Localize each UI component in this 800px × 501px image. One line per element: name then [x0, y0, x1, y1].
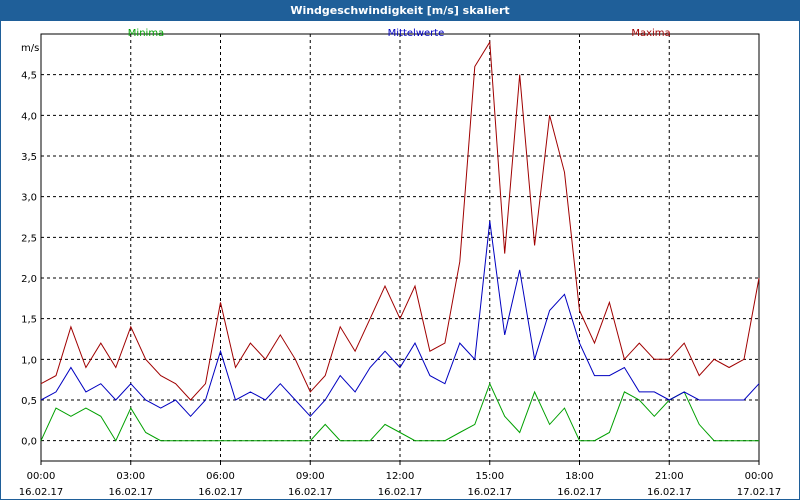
x-tick-time: 12:00 — [386, 471, 415, 482]
y-tick-label: 0,0 — [21, 437, 37, 448]
y-tick-label: 1,5 — [21, 315, 37, 326]
x-tick-time: 21:00 — [655, 471, 684, 482]
x-tick-date: 16.02.17 — [198, 487, 243, 498]
x-tick-date: 16.02.17 — [108, 487, 153, 498]
legend-item-mittelwerte: Mittelwerte — [388, 28, 445, 39]
legend-item-minima: Minima — [128, 28, 164, 39]
legend: Minima Mittelwerte Maxima — [128, 28, 671, 39]
x-tick-date: 17.02.17 — [737, 487, 782, 498]
x-tick-date: 16.02.17 — [467, 487, 512, 498]
x-tick-date: 16.02.17 — [557, 487, 602, 498]
y-tick-label: 4,0 — [21, 111, 37, 122]
y-tick-label: 4,5 — [21, 71, 37, 82]
x-tick-time: 18:00 — [565, 471, 594, 482]
series-line-mittelwerte — [40, 221, 760, 418]
x-tick-date: 16.02.17 — [647, 487, 692, 498]
grid-lines — [41, 34, 759, 461]
x-tick-labels: 00:00 16.02.17 03:00 16.02.17 06:00 16.02.17 0… — [19, 461, 782, 498]
y-tick-labels: 0,0 0,5 1,0 1,5 2,0 2,5 3,0 3,5 4,0 4,5 — [21, 71, 37, 448]
y-tick-label: 3,5 — [21, 152, 37, 163]
x-tick-date: 16.02.17 — [288, 487, 333, 498]
x-tick-time: 00:00 — [27, 471, 56, 482]
y-tick-label: 1,0 — [21, 355, 37, 366]
x-tick-time: 00:00 — [745, 471, 774, 482]
y-axis-label: m/s — [21, 43, 39, 54]
x-tick-time: 03:00 — [116, 471, 145, 482]
chart-title: Windgeschwindigkeit [m/s] skaliert — [1, 1, 799, 21]
series-lines — [40, 40, 760, 442]
x-tick-date: 16.02.17 — [378, 487, 423, 498]
series-line-minima — [40, 382, 759, 442]
y-tick-label: 3,0 — [21, 193, 37, 204]
y-tick-label: 0,5 — [21, 396, 37, 407]
x-tick-time: 15:00 — [475, 471, 504, 482]
y-tick-label: 2,0 — [21, 274, 37, 285]
x-tick-time: 09:00 — [296, 471, 325, 482]
y-tick-label: 2,5 — [21, 233, 37, 244]
x-tick-date: 16.02.17 — [19, 487, 64, 498]
x-tick-time: 06:00 — [206, 471, 235, 482]
series-line-maxima — [40, 40, 760, 401]
legend-item-maxima: Maxima — [631, 28, 670, 39]
